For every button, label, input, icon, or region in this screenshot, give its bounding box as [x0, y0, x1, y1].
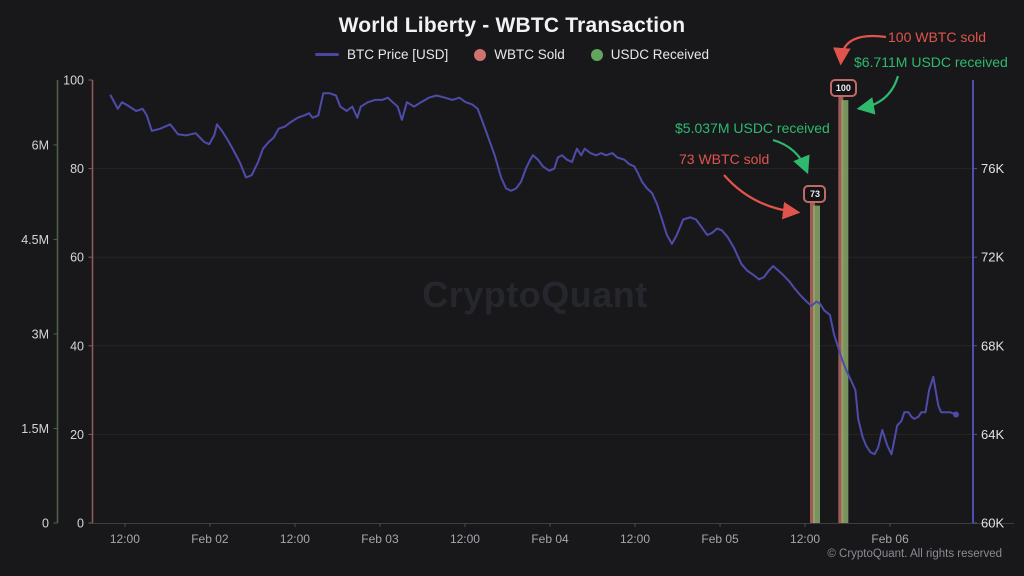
annotation-arrows	[723, 34, 900, 220]
usdc-received-dot-swatch	[590, 48, 603, 61]
svg-text:80: 80	[70, 162, 84, 176]
svg-text:72K: 72K	[981, 250, 1004, 265]
svg-text:Feb 06: Feb 06	[871, 532, 909, 546]
arrow-73-wbtc-sold	[723, 174, 801, 220]
gridlines	[93, 168, 973, 435]
svg-text:1.5M: 1.5M	[21, 422, 49, 436]
svg-text:68K: 68K	[981, 338, 1004, 353]
svg-text:12:00: 12:00	[790, 532, 820, 546]
svg-text:76K: 76K	[981, 161, 1004, 176]
arrow-100-wbtc-sold	[833, 34, 887, 66]
svg-text:4.5M: 4.5M	[21, 233, 49, 247]
svg-text:3M: 3M	[32, 327, 49, 341]
legend-label: BTC Price [USD]	[346, 47, 449, 62]
svg-text:40: 40	[70, 339, 84, 353]
legend-item-usdc-received[interactable]: USDC Received	[590, 47, 710, 62]
btc-price-line-swatch	[314, 53, 339, 56]
legend: BTC Price [USD] WBTC Sold USDC Received	[0, 47, 1024, 62]
btc-price-line	[109, 92, 959, 456]
svg-text:0: 0	[77, 517, 84, 531]
svg-text:12:00: 12:00	[450, 532, 480, 546]
cryptoquant-watermark: CryptoQuant	[422, 274, 648, 315]
copyright-notice: © CryptoQuant. All rights reserved	[827, 548, 1002, 560]
svg-text:64K: 64K	[981, 427, 1004, 442]
svg-text:0: 0	[42, 517, 49, 531]
svg-text:12:00: 12:00	[110, 532, 140, 546]
wbtc-sold-dot-swatch	[474, 48, 487, 61]
event-bars	[809, 80, 849, 524]
svg-text:12:00: 12:00	[280, 532, 310, 546]
axes: 12:00 Feb 02 12:00 Feb 03 12:00 Feb 04 12:00 Fe…	[21, 74, 1014, 546]
svg-text:60: 60	[70, 251, 84, 265]
chart-title: World Liberty - WBTC Transaction	[338, 14, 686, 37]
annotation-6711-usdc-received: $6.711M USDC received	[854, 54, 1008, 70]
annotation-5037-usdc-received: $5.037M USDC received	[675, 120, 830, 136]
svg-text:Feb 02: Feb 02	[191, 532, 229, 546]
svg-text:60K: 60K	[981, 516, 1004, 531]
svg-text:100: 100	[63, 74, 84, 88]
legend-item-wbtc-sold[interactable]: WBTC Sold	[474, 47, 565, 62]
annotation-100-wbtc-sold: 100 WBTC sold	[888, 29, 987, 45]
svg-text:Feb 03: Feb 03	[361, 532, 399, 546]
event-label-box-100: 100	[829, 79, 857, 98]
legend-label: USDC Received	[610, 47, 710, 62]
svg-text:Feb 05: Feb 05	[701, 532, 739, 546]
annotation-73-wbtc-sold: 73 WBTC sold	[679, 151, 770, 167]
arrow-5037-usdc-received	[772, 138, 810, 175]
legend-item-btc-price[interactable]: BTC Price [USD]	[314, 47, 449, 62]
svg-text:20: 20	[70, 428, 84, 442]
legend-label: WBTC Sold	[494, 47, 565, 62]
svg-text:6M: 6M	[32, 138, 49, 152]
svg-text:Feb 04: Feb 04	[531, 532, 569, 546]
event-label-box-73: 73	[803, 184, 827, 203]
arrow-6711-usdc-received	[856, 75, 900, 115]
svg-text:12:00: 12:00	[620, 532, 650, 546]
